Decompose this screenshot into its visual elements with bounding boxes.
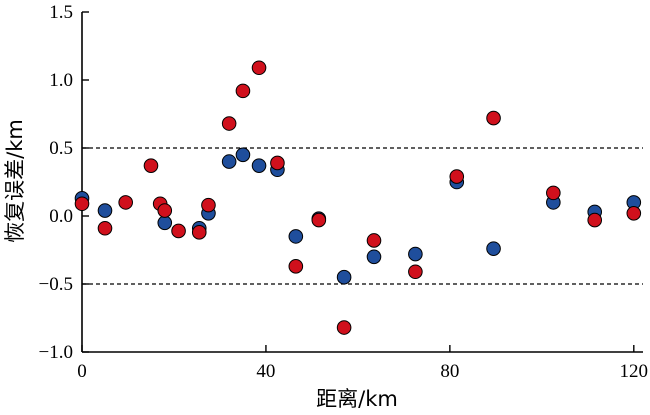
data-point <box>546 185 561 201</box>
x-tick-label: 80 <box>440 361 459 382</box>
data-point <box>336 320 352 335</box>
data-point <box>251 60 267 76</box>
data-point <box>171 223 186 239</box>
data-point <box>311 212 327 228</box>
data-point <box>288 259 304 274</box>
data-point <box>288 229 304 244</box>
data-point <box>157 203 173 218</box>
data-point <box>221 154 237 169</box>
tick-labels: −1.0 −0.5 0.0 0.5 1.0 1.5 0 40 80 120 <box>39 2 649 382</box>
y-tick-label: −1.0 <box>39 342 73 363</box>
y-tick-label: −0.5 <box>39 274 73 295</box>
data-point <box>449 169 465 184</box>
data-point <box>366 249 382 265</box>
data-point <box>157 215 173 231</box>
x-tick-label: 120 <box>620 361 649 382</box>
data-point <box>97 220 113 236</box>
data-point <box>191 225 207 240</box>
data-point <box>270 155 285 171</box>
data-point <box>408 246 423 262</box>
data-point <box>251 158 267 173</box>
data-point <box>235 83 251 99</box>
x-axis-label: 距离/km <box>316 387 398 411</box>
y-tick-label: 0.0 <box>49 206 73 227</box>
data-point <box>221 116 237 131</box>
data-point <box>336 269 352 285</box>
data-point <box>486 241 501 256</box>
y-tick-label: 1.0 <box>49 70 73 91</box>
data-point <box>97 203 113 218</box>
data-point <box>235 147 251 163</box>
y-tick-label: 1.5 <box>49 2 73 23</box>
series-2-points <box>74 60 642 335</box>
data-point <box>626 205 642 221</box>
x-tick-label: 40 <box>256 361 275 382</box>
data-point <box>118 195 133 210</box>
y-axis-label: 恢复误差/km <box>3 119 27 243</box>
data-point <box>143 158 159 173</box>
x-tick-label: 0 <box>77 361 87 382</box>
data-point <box>587 212 603 228</box>
data-point <box>74 196 90 212</box>
data-points <box>74 60 642 335</box>
data-point <box>201 197 216 213</box>
data-point <box>486 110 501 126</box>
y-tick-label: 0.5 <box>49 138 73 159</box>
data-point <box>408 264 423 280</box>
axes <box>81 11 643 353</box>
data-point <box>366 233 382 248</box>
reference-lines <box>82 147 643 285</box>
